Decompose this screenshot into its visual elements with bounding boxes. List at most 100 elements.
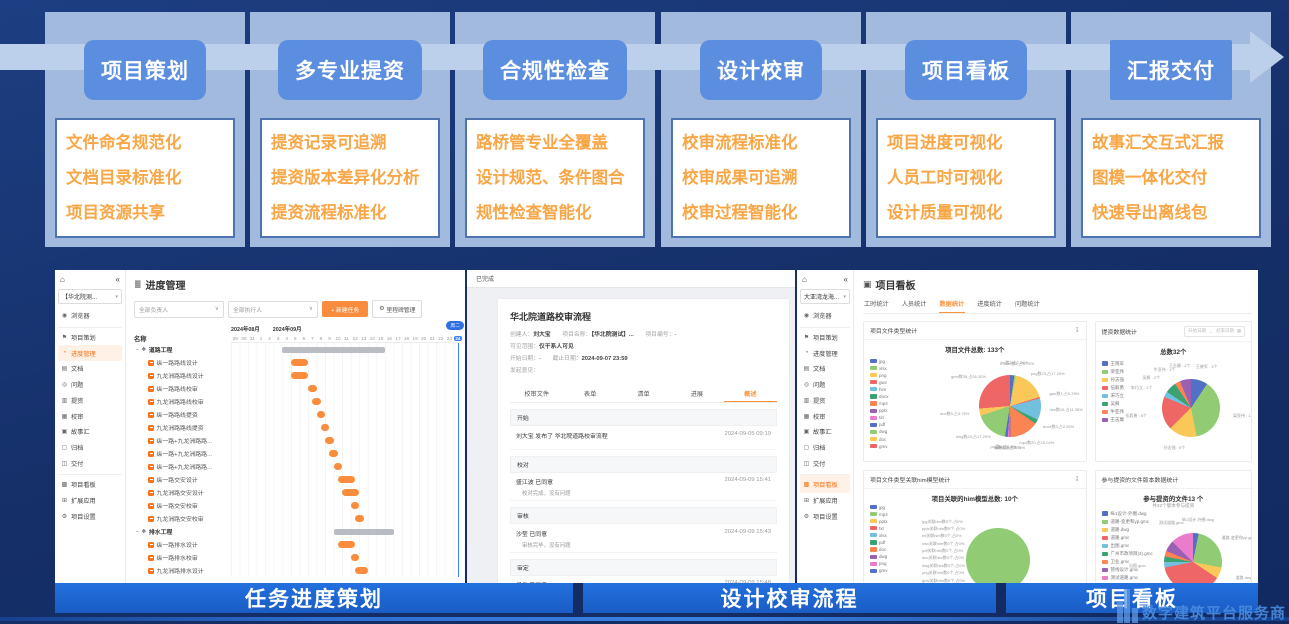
legend-item[interactable]: gmv xyxy=(870,568,888,573)
gantt-bar[interactable] xyxy=(290,372,308,379)
review-tab[interactable]: 清单 xyxy=(617,385,670,403)
gantt-row-label[interactable]: − ❖ 纵一路路线设计 xyxy=(134,358,231,367)
legend-item[interactable]: 孙志强 xyxy=(1101,377,1124,383)
gantt-bar[interactable] xyxy=(342,489,360,496)
gantt-bar[interactable] xyxy=(333,528,394,535)
gantt-bar[interactable] xyxy=(355,515,364,522)
sidebar-nav-item[interactable]: ▩ 项目看板 xyxy=(800,474,850,493)
sidebar-nav-item[interactable]: ◉ 浏览器 xyxy=(800,308,850,324)
sidebar-nav-item[interactable]: ▦ 校审 xyxy=(800,408,850,424)
legend-item[interactable]: 纵1设计-外圈.dwg xyxy=(1101,511,1153,517)
legend-item[interactable]: gwc xyxy=(870,380,889,385)
gantt-bar[interactable] xyxy=(355,567,368,574)
legend-item[interactable]: 道路-变更和yp.gmc xyxy=(1101,519,1153,525)
gantt-row-label[interactable]: − ❖ 纵一路排水设计 xyxy=(134,540,231,549)
gantt-bar[interactable] xyxy=(316,411,326,418)
dashboard-tab[interactable]: 工时统计 xyxy=(863,299,890,313)
legend-item[interactable]: pptx xyxy=(870,408,889,413)
legend-item[interactable]: jpg xyxy=(870,359,889,364)
legend-item[interactable]: dwg xyxy=(870,429,889,434)
legend-item[interactable]: 宋巧立 xyxy=(1101,393,1124,399)
dashboard-tab[interactable]: 问题统计 xyxy=(1014,299,1041,313)
gantt-bar[interactable] xyxy=(333,463,343,470)
legend-item[interactable]: txt xyxy=(870,415,889,420)
gantt-row-label[interactable]: − ❖ 九龙洲路路线设计 xyxy=(134,371,231,380)
project-select[interactable]: 大亚湾龙海... ▾ xyxy=(800,289,850,304)
sidebar-nav-item[interactable]: ⚙ 项目设置 xyxy=(58,509,122,525)
legend-item[interactable]: 出图.gmc xyxy=(1101,543,1153,549)
legend-item[interactable]: gmv xyxy=(870,444,889,449)
legend-item[interactable]: pptx xyxy=(870,519,888,524)
sidebar-nav-item[interactable]: ▥ 提资 xyxy=(58,393,122,409)
sidebar-nav-item[interactable]: ◔ 进度管理 xyxy=(800,345,850,361)
legend-item[interactable]: xlsx xyxy=(870,366,889,371)
gantt-bar[interactable] xyxy=(290,359,308,366)
legend-item[interactable]: txt xyxy=(870,526,888,531)
gantt-row-label[interactable]: − ❖ 道路工程 xyxy=(134,345,231,355)
gantt-row-label[interactable]: − ❖ 纵一路交安校审 xyxy=(134,501,231,510)
gantt-row-label[interactable]: − ❖ 九龙洲路排水设计 xyxy=(134,566,231,575)
legend-item[interactable]: dwg xyxy=(870,554,888,559)
status-tab[interactable]: 已完成 xyxy=(467,270,795,288)
gantt-row-label[interactable]: − ❖ 九龙洲路交安设计 xyxy=(134,488,231,497)
gantt-row-label[interactable]: − ❖ 纵一路路线校审 xyxy=(134,384,231,393)
review-tab[interactable]: 表单 xyxy=(563,385,616,403)
legend-item[interactable]: xlsx xyxy=(870,533,888,538)
sidebar-nav-item[interactable]: ▥ 提资 xyxy=(800,393,850,409)
gantt-bar[interactable] xyxy=(325,437,334,444)
gantt-row-label[interactable]: − ❖ 九龙洲路路线校审 xyxy=(134,397,231,406)
legend-item[interactable]: 牛亚伟 xyxy=(1101,409,1124,415)
gantt-row-label[interactable]: − ❖ 纵一路交安设计 xyxy=(134,475,231,484)
legend-item[interactable]: 管线设计.gmc xyxy=(1101,567,1153,573)
sidebar-nav-item[interactable]: ▤ 文档 xyxy=(58,361,122,377)
sidebar-nav-item[interactable]: ◎ 问题 xyxy=(58,377,122,393)
sidebar-nav-item[interactable]: ⚑ 项目策划 xyxy=(58,326,122,345)
gantt-row-label[interactable]: − ❖ 纵一路排水校审 xyxy=(134,553,231,562)
gantt-bar[interactable] xyxy=(282,346,385,353)
gantt-row-label[interactable]: − ❖ 九龙洲路路线提资 xyxy=(134,423,231,432)
gantt-row-label[interactable]: − ❖ 九龙洲路交安校审 xyxy=(134,514,231,523)
gantt-row-label[interactable]: − ❖ 纵一路路线提资 xyxy=(134,410,231,419)
date-range-picker[interactable]: 开始日期 → 结束日期 ▦ xyxy=(1184,325,1245,337)
project-select[interactable]: 【华北院测... ▾ xyxy=(58,289,122,304)
sidebar-nav-item[interactable]: ▢ 归档 xyxy=(800,440,850,456)
gantt-bar[interactable] xyxy=(312,398,321,405)
sidebar-nav-item[interactable]: ▢ 归档 xyxy=(58,440,122,456)
legend-item[interactable]: jpg xyxy=(870,505,888,510)
sidebar-nav-item[interactable]: ▩ 项目看板 xyxy=(58,474,122,492)
legend-item[interactable]: 梁亚伟 xyxy=(1101,369,1124,375)
gantt-row-label[interactable]: − ❖ 纵一路+九龙洲路路... xyxy=(134,462,231,471)
gantt-row-label[interactable]: − ❖ 纵一路+九龙洲路路... xyxy=(134,436,231,445)
sidebar-nav-item[interactable]: ◉ 浏览器 xyxy=(58,308,122,324)
legend-item[interactable]: pdf xyxy=(870,422,889,427)
download-icon[interactable]: ↧ xyxy=(1074,476,1080,483)
legend-item[interactable]: png xyxy=(870,561,888,566)
legend-item[interactable]: 王志康 xyxy=(1101,417,1124,423)
dashboard-tab[interactable]: 进度统计 xyxy=(976,299,1003,313)
sidebar-nav-item[interactable]: ⊞ 扩展应用 xyxy=(58,493,122,509)
sidebar-nav-item[interactable]: ◔ 进度管理 xyxy=(58,345,122,361)
review-tab[interactable]: 校审文件 xyxy=(510,385,563,403)
gantt-bar[interactable] xyxy=(350,502,360,509)
collapse-sidebar-icon[interactable]: « xyxy=(115,275,120,284)
sidebar-nav-item[interactable]: ⚙ 项目设置 xyxy=(800,509,850,525)
owner-filter-select[interactable]: 全部负责人 ∨ xyxy=(134,300,224,318)
legend-item[interactable]: 卫业.gmc xyxy=(1101,559,1153,565)
sidebar-nav-item[interactable]: ◫ 交付 xyxy=(800,456,850,472)
legend-item[interactable]: png xyxy=(870,373,889,378)
legend-item[interactable]: 吴枫 xyxy=(1101,401,1125,407)
sidebar-nav-item[interactable]: ▣ 故事汇 xyxy=(800,424,850,440)
legend-item[interactable]: mp4 xyxy=(870,401,889,406)
legend-item[interactable]: docx xyxy=(870,394,889,399)
collapse-toggle-icon[interactable]: − xyxy=(136,346,139,353)
download-icon[interactable]: ↧ xyxy=(1074,327,1080,334)
sidebar-nav-item[interactable]: ▣ 故事汇 xyxy=(58,424,122,440)
sidebar-nav-item[interactable]: ◫ 交付 xyxy=(58,456,122,472)
gantt-bar[interactable] xyxy=(307,385,317,392)
collapse-toggle-icon[interactable]: − xyxy=(136,528,139,535)
collapse-sidebar-icon[interactable]: « xyxy=(843,275,848,284)
gantt-bar[interactable] xyxy=(329,450,338,457)
legend-item[interactable]: mp4 xyxy=(870,512,888,517)
sidebar-nav-item[interactable]: ▦ 校审 xyxy=(58,408,122,424)
executor-filter-select[interactable]: 全部执行人 ∨ xyxy=(228,300,318,318)
